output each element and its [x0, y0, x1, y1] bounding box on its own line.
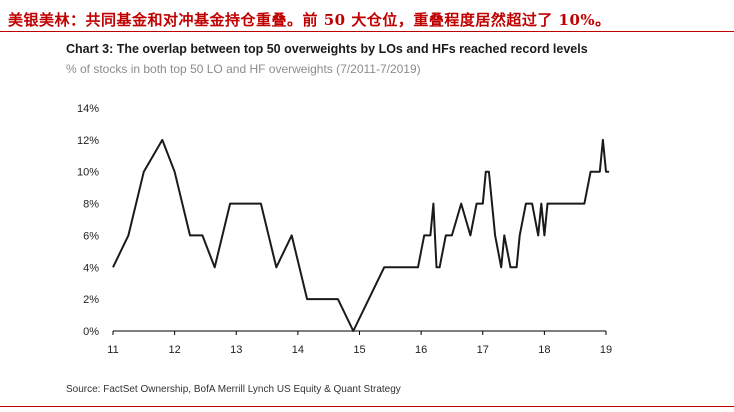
y-tick-label: 8%: [83, 199, 99, 211]
y-tick-label: 4%: [83, 262, 99, 274]
x-tick-label: 16: [415, 344, 427, 356]
y-tick-label: 10%: [77, 167, 99, 179]
x-tick-label: 11: [107, 344, 118, 356]
x-tick-label: 19: [600, 344, 612, 356]
x-tick-label: 13: [230, 344, 242, 356]
x-tick-label: 18: [538, 344, 550, 356]
y-tick-label: 0%: [83, 326, 99, 338]
chart-subtitle: % of stocks in both top 50 LO and HF ove…: [66, 62, 421, 76]
y-tick-label: 14%: [77, 103, 99, 115]
x-tick-label: 14: [292, 344, 304, 356]
top-divider: [0, 31, 734, 32]
x-tick-label: 15: [353, 344, 365, 356]
x-axis-ticks: 11 12 13 14 15 16 17 18 19: [107, 331, 612, 356]
chart-title: Chart 3: The overlap between top 50 over…: [66, 42, 588, 56]
series-group: [112, 138, 610, 332]
y-tick-label: 6%: [83, 230, 99, 242]
y-tick-label: 2%: [83, 294, 99, 306]
headline: 美银美林：共同基金和对冲基金持仓重叠。前 50 大仓位，重叠程度居然超过了 10…: [8, 11, 611, 29]
y-axis-ticks: 0% 2% 4% 6% 8% 10% 12% 14%: [77, 103, 99, 338]
bottom-divider: [0, 406, 734, 407]
x-tick-label: 12: [169, 344, 181, 356]
series-line-0: [112, 138, 610, 332]
y-tick-label: 12%: [77, 135, 99, 147]
source-note: Source: FactSet Ownership, BofA Merrill …: [66, 384, 401, 395]
x-tick-label: 17: [477, 344, 489, 356]
